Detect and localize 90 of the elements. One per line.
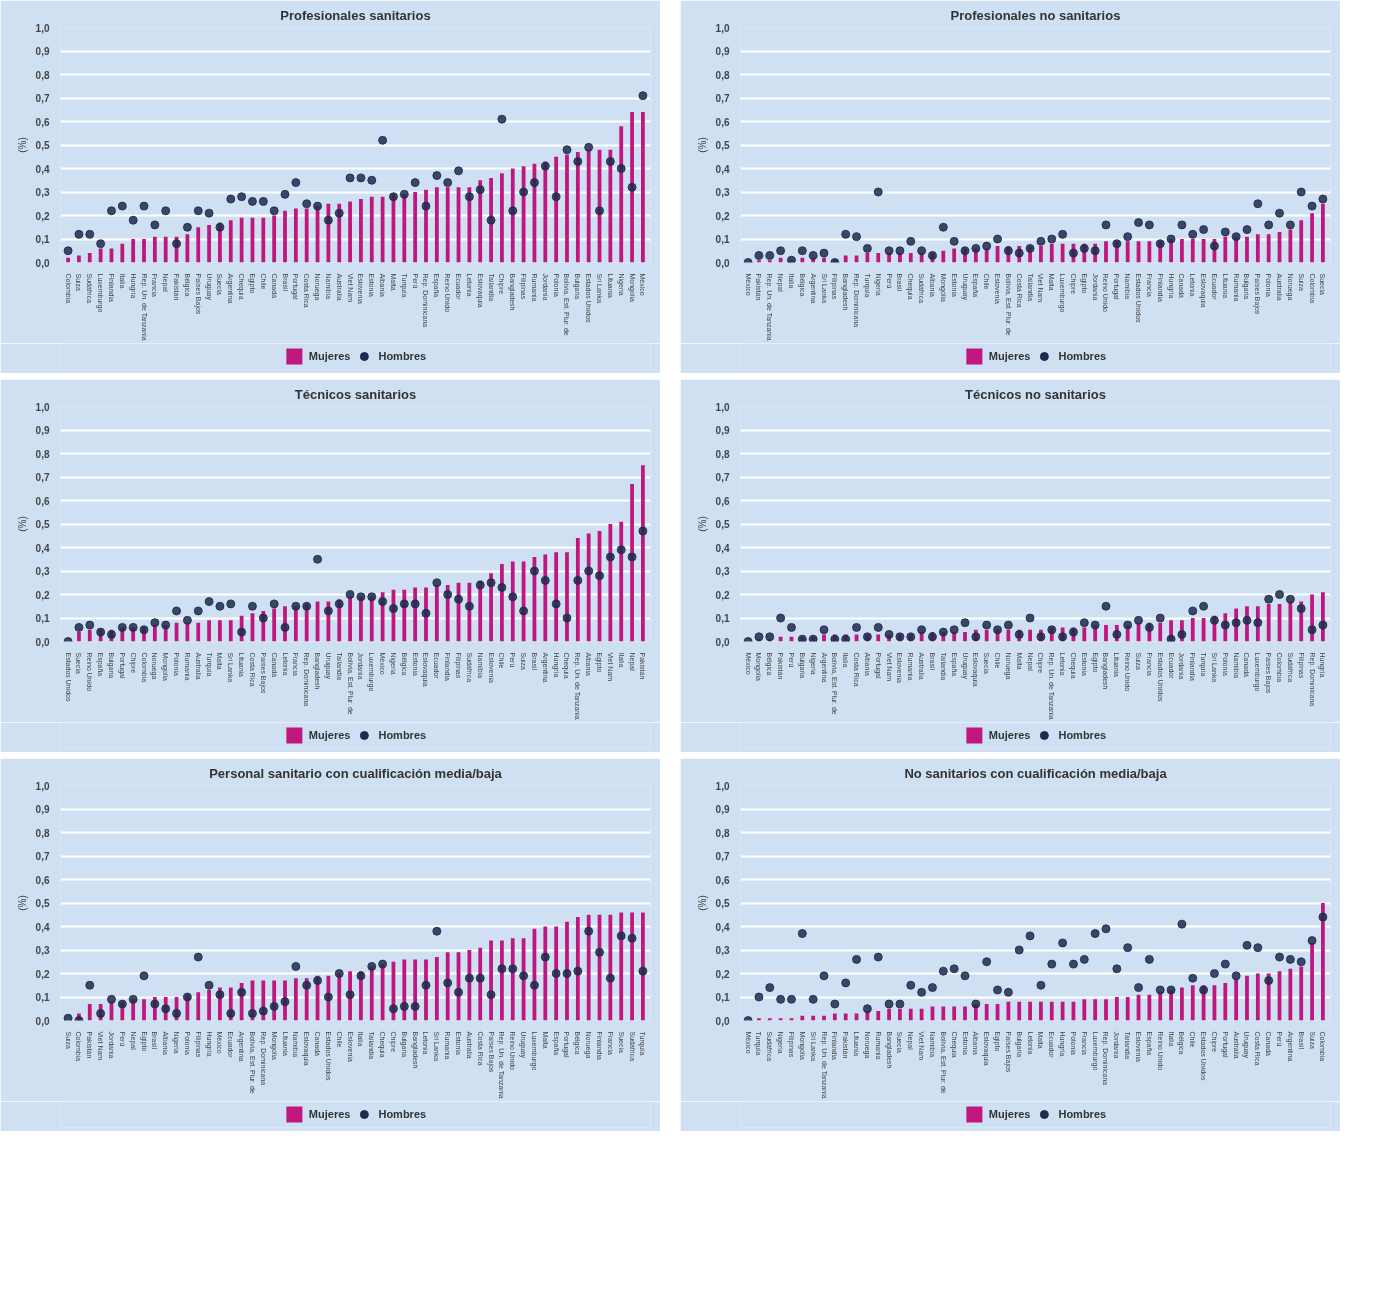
y-tick-label: 0,6: [35, 116, 50, 128]
y-tick-label: 0,5: [715, 140, 730, 151]
y-tick-label: 1,0: [35, 22, 50, 34]
y-tick-label: 0,7: [35, 472, 50, 483]
y-tick-label: 0,2: [715, 968, 730, 980]
legend-label: Hombres: [1058, 350, 1107, 362]
chart-title: No sanitarios con cualificación media/baja: [904, 765, 1168, 781]
y-tick-label: 0,6: [715, 116, 730, 128]
y-tick-label: 0,9: [715, 425, 730, 436]
y-tick-label: 0,9: [35, 425, 50, 436]
y-tick-label: 0,4: [35, 542, 50, 554]
y-axis-title: (%): [16, 516, 28, 532]
legend-label: Mujeres: [988, 729, 1031, 741]
y-tick-label: 0,0: [715, 1015, 730, 1027]
y-tick-label: 0,3: [715, 187, 730, 198]
y-tick-label: 0,4: [35, 921, 50, 933]
y-tick-label: 0,2: [715, 589, 730, 601]
y-tick-label: 1,0: [715, 22, 730, 34]
y-tick-label: 0,1: [715, 613, 730, 624]
y-axis-title: (%): [16, 137, 28, 153]
legend-label: Mujeres: [988, 350, 1031, 362]
y-tick-label: 0,6: [715, 874, 730, 886]
y-tick-label: 0,2: [35, 968, 50, 980]
y-tick-label: 0,9: [35, 804, 50, 815]
legend-label: Mujeres: [308, 350, 351, 362]
y-tick-label: 0,4: [715, 921, 730, 933]
y-tick-label: 0,3: [715, 945, 730, 956]
y-axis-title: (%): [696, 516, 708, 532]
chart-title: Personal sanitario con cualificación media/baja: [209, 765, 503, 781]
y-tick-label: 0,5: [35, 140, 50, 151]
y-tick-label: 0,1: [35, 992, 50, 1003]
y-tick-label: 0,5: [35, 898, 50, 909]
y-axis-title: (%): [696, 137, 708, 153]
y-tick-label: 0,1: [35, 613, 50, 624]
y-tick-label: 0,0: [35, 636, 50, 648]
legend-label: Mujeres: [308, 1108, 351, 1120]
y-tick-label: 1,0: [35, 780, 50, 792]
y-tick-label: 0,4: [715, 163, 730, 175]
y-tick-label: 0,0: [715, 636, 730, 648]
y-tick-label: 0,0: [35, 1015, 50, 1027]
chart-title: Profesionales sanitarios: [280, 7, 431, 23]
y-tick-label: 0,9: [715, 46, 730, 57]
y-tick-label: 0,9: [35, 46, 50, 57]
y-tick-label: 0,7: [35, 93, 50, 104]
y-tick-label: 0,2: [715, 210, 730, 222]
y-tick-label: 0,2: [35, 589, 50, 601]
y-tick-label: 0,3: [35, 566, 50, 577]
y-tick-label: 0,3: [35, 945, 50, 956]
y-tick-label: 0,3: [35, 187, 50, 198]
y-tick-label: 0,7: [715, 851, 730, 862]
y-tick-label: 0,7: [715, 472, 730, 483]
y-tick-label: 0,6: [715, 495, 730, 507]
y-tick-label: 0,7: [35, 851, 50, 862]
y-tick-label: 0,6: [35, 495, 50, 507]
y-tick-label: 0,8: [35, 448, 50, 460]
y-tick-label: 0,5: [35, 519, 50, 530]
legend-label: Hombres: [378, 350, 427, 362]
y-tick-label: 0,5: [715, 898, 730, 909]
y-tick-label: 0,8: [35, 69, 50, 81]
y-tick-label: 0,5: [715, 519, 730, 530]
y-tick-label: 0,1: [715, 992, 730, 1003]
chart-title: Técnicos sanitarios: [294, 386, 417, 402]
y-tick-label: 0,0: [35, 257, 50, 269]
y-axis-title: (%): [16, 895, 28, 911]
y-tick-label: 0,4: [35, 163, 50, 175]
legend-label: Mujeres: [308, 729, 351, 741]
legend-label: Hombres: [1058, 729, 1107, 741]
y-tick-label: 1,0: [715, 401, 730, 413]
y-tick-label: 0,0: [715, 257, 730, 269]
legend-label: Hombres: [378, 729, 427, 741]
legend-label: Mujeres: [988, 1108, 1031, 1120]
chart-title: Profesionales no sanitarios: [950, 7, 1121, 23]
y-tick-label: 0,8: [715, 69, 730, 81]
legend-label: Hombres: [1058, 1108, 1107, 1120]
y-tick-label: 0,8: [715, 448, 730, 460]
y-tick-label: 0,3: [715, 566, 730, 577]
y-tick-label: 1,0: [715, 780, 730, 792]
y-tick-label: 0,9: [715, 804, 730, 815]
chart-title: Técnicos no sanitarios: [965, 386, 1106, 402]
y-tick-label: 0,4: [715, 542, 730, 554]
y-tick-label: 0,1: [35, 234, 50, 245]
y-tick-label: 0,7: [715, 93, 730, 104]
y-tick-label: 1,0: [35, 401, 50, 413]
legend-label: Hombres: [378, 1108, 427, 1120]
y-tick-label: 0,8: [715, 827, 730, 839]
y-tick-label: 0,1: [715, 234, 730, 245]
y-tick-label: 0,2: [35, 210, 50, 222]
y-tick-label: 0,8: [35, 827, 50, 839]
y-axis-title: (%): [696, 895, 708, 911]
y-tick-label: 0,6: [35, 874, 50, 886]
